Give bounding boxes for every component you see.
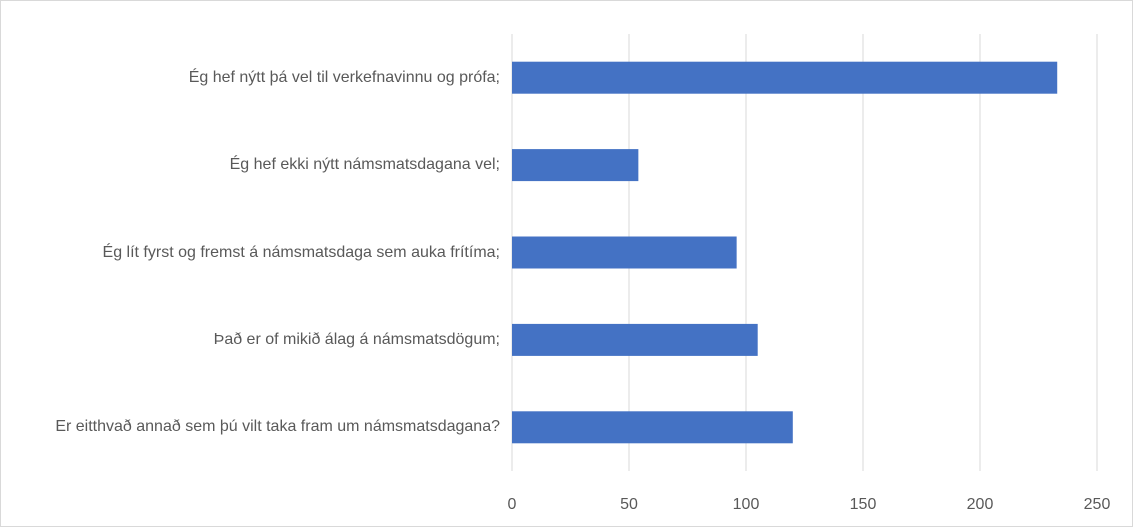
bar xyxy=(512,323,758,356)
y-tick-label-box: Ég lít fyrst og fremst á námsmatsdaga se… xyxy=(20,223,500,283)
y-tick-label: Það er of mikið álag á námsmatsdögum; xyxy=(213,330,500,348)
y-tick-label-box: Er eitthvað annað sem þú vilt taka fram … xyxy=(20,397,500,457)
x-tick-label: 150 xyxy=(850,496,877,513)
x-tick-label: 50 xyxy=(620,496,638,513)
y-tick-label: Ég hef ekki nýtt námsmatsdagana vel; xyxy=(229,156,500,174)
x-tick-label: 0 xyxy=(508,496,517,513)
x-tick-label: 100 xyxy=(733,496,760,513)
y-tick-label: Ég hef nýtt þá vel til verkefnavinnu og … xyxy=(188,68,500,86)
bar xyxy=(512,236,737,269)
y-tick-label: Er eitthvað annað sem þú vilt taka fram … xyxy=(55,418,500,436)
x-tick-label: 200 xyxy=(967,496,994,513)
y-tick-label-box: Ég hef ekki nýtt námsmatsdagana vel; xyxy=(20,135,500,195)
y-tick-label-box: Ég hef nýtt þá vel til verkefnavinnu og … xyxy=(20,48,500,108)
x-tick-label: 250 xyxy=(1084,496,1111,513)
y-tick-label-box: Það er of mikið álag á námsmatsdögum; xyxy=(20,310,500,370)
bar xyxy=(512,411,793,444)
y-tick-label: Ég lít fyrst og fremst á námsmatsdaga se… xyxy=(102,243,500,261)
bar xyxy=(512,149,639,182)
bar xyxy=(512,61,1058,94)
